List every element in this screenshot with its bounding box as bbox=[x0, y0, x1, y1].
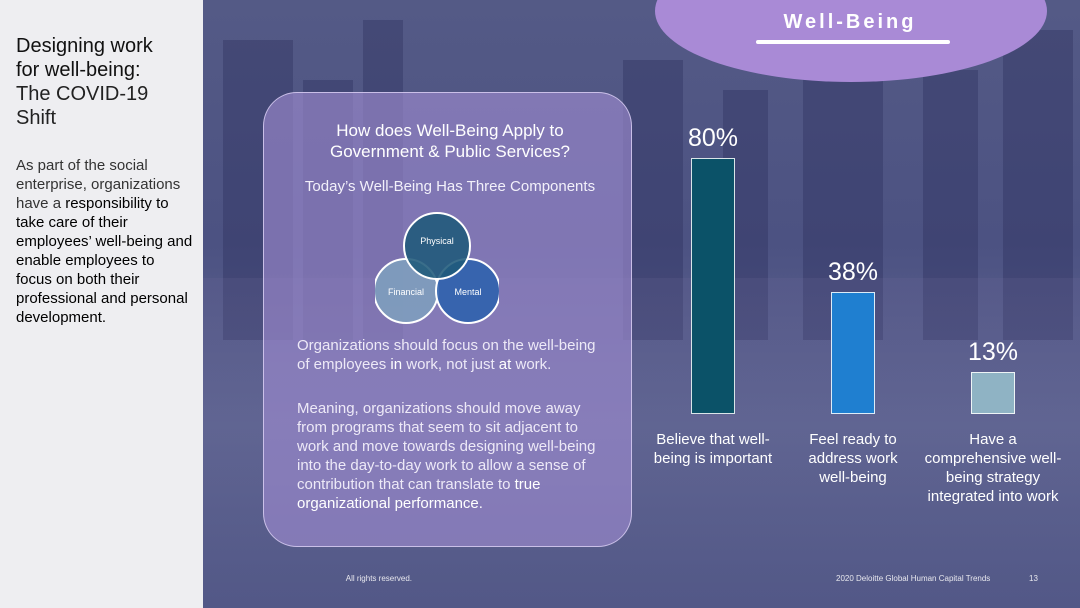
bar-3 bbox=[971, 372, 1015, 414]
info-card bbox=[263, 92, 632, 547]
sidebar-body: As part of the social enterprise, organi… bbox=[16, 156, 194, 327]
left-panel bbox=[0, 0, 203, 608]
venn-circle-physical bbox=[403, 212, 471, 280]
bar-value-label-1: 80% bbox=[687, 124, 739, 152]
venn-label-financial: Financial bbox=[388, 287, 424, 297]
slide-title: Designing work for well-being: The COVID… bbox=[16, 34, 196, 130]
bar-category-label-3: Have a comprehensive well-being strategy… bbox=[924, 431, 1062, 505]
footer-copyright: All rights reserved. bbox=[345, 574, 412, 583]
sidebar-body-emphasis: responsibility to take care of their emp… bbox=[16, 195, 193, 326]
banner-underline bbox=[756, 40, 950, 44]
bar-category-label-1: Believe that well-being is important bbox=[653, 431, 773, 467]
footer-source: 2020 Deloitte Global Human Capital Trend… bbox=[836, 574, 991, 583]
card-subtitle: Today’s Well-Being Has Three Components bbox=[304, 178, 596, 195]
venn-diagram: Physical Financial Mental bbox=[375, 212, 499, 324]
title-line-2: for well-being: bbox=[16, 59, 141, 81]
bar-2 bbox=[831, 292, 875, 414]
bar-value-label-3: 13% bbox=[967, 338, 1019, 367]
sidebar-body-intro: As part of the social enterprise, organi… bbox=[16, 157, 181, 212]
page-number: 13 bbox=[1029, 574, 1038, 583]
bar-category-label-2: Feel ready to address work well-being bbox=[808, 431, 898, 486]
bar-1 bbox=[691, 158, 735, 414]
card-paragraph-1: Organizations should focus on the well-b… bbox=[297, 337, 596, 373]
title-line-1: Designing work bbox=[16, 35, 153, 57]
venn-label-mental: Mental bbox=[454, 287, 481, 297]
card-title: How does Well-Being Apply to Government … bbox=[330, 121, 570, 161]
banner-label: Well-Being bbox=[783, 11, 917, 33]
bar-value-label-2: 38% bbox=[827, 258, 879, 287]
venn-label-physical: Physical bbox=[420, 236, 454, 246]
card-paragraph-2: Meaning, organizations should move away … bbox=[297, 400, 596, 512]
title-line-3: The COVID-19 bbox=[16, 83, 149, 105]
title-line-4: Shift bbox=[16, 107, 57, 129]
